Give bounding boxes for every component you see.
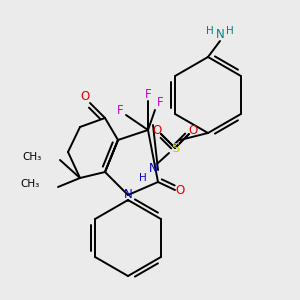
Text: O: O <box>176 184 184 196</box>
Text: CH₃: CH₃ <box>23 152 42 162</box>
Text: H: H <box>139 173 147 183</box>
Text: F: F <box>157 95 163 109</box>
Text: O: O <box>80 91 90 103</box>
Text: H: H <box>206 26 214 36</box>
Text: S: S <box>171 142 179 154</box>
Text: H: H <box>226 26 234 36</box>
Text: O: O <box>188 124 198 136</box>
Text: N: N <box>124 188 132 202</box>
Text: O: O <box>152 124 162 136</box>
Text: CH₃: CH₃ <box>21 179 40 189</box>
Text: N: N <box>148 161 158 175</box>
Text: F: F <box>145 88 151 101</box>
Text: N: N <box>216 28 224 40</box>
Text: F: F <box>117 103 123 116</box>
